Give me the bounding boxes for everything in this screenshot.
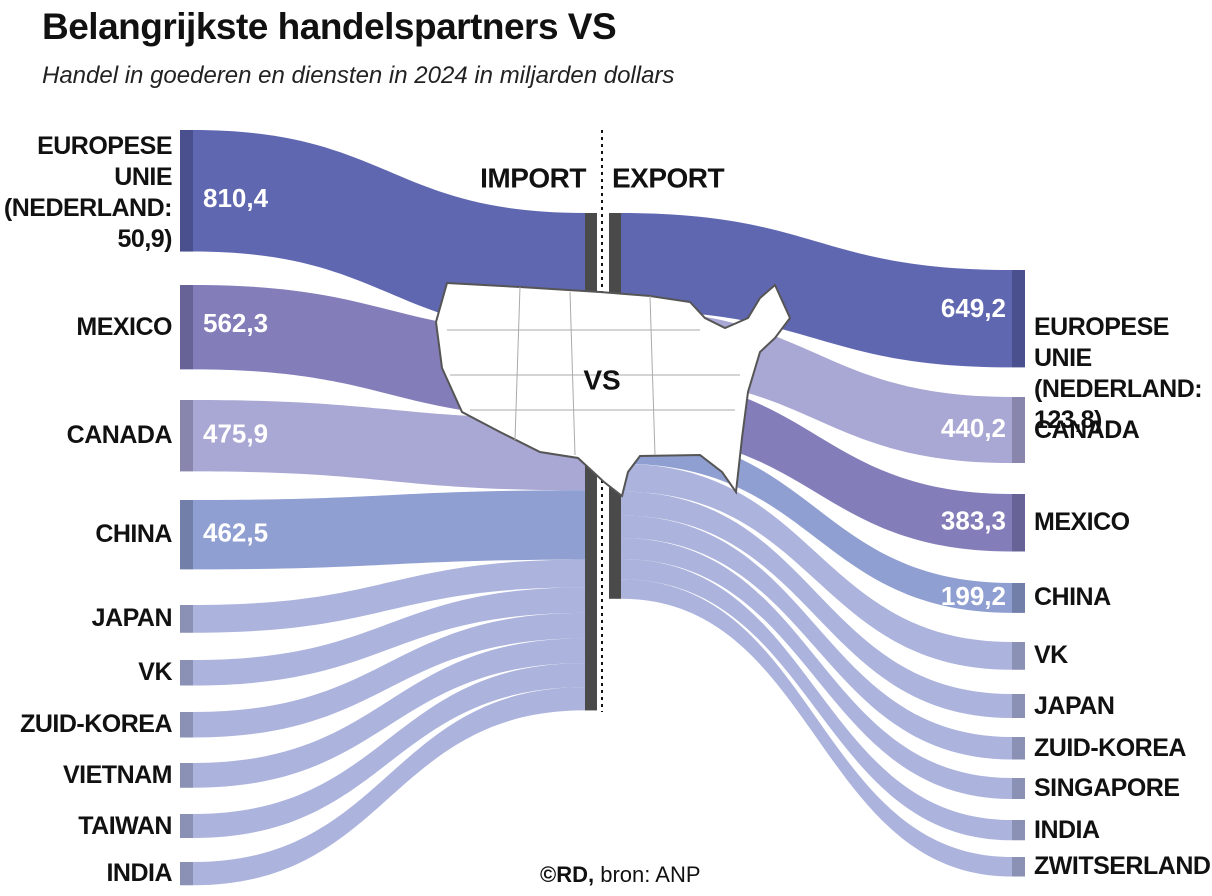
band-end — [1012, 737, 1025, 760]
category-label: SINGAPORE — [1034, 774, 1180, 802]
band-end-shade — [1012, 494, 1025, 552]
band-end-shade — [1012, 397, 1025, 464]
state-line — [649, 295, 656, 456]
state-line — [569, 291, 576, 456]
source-text: bron: ANP — [600, 862, 701, 887]
category-label: TAIWAN — [78, 811, 172, 840]
flow-band — [621, 538, 1012, 799]
flow-band — [193, 638, 585, 788]
band-end-shade — [1012, 642, 1025, 670]
category-label: MEXICO — [76, 312, 172, 341]
band-end-shade — [180, 400, 193, 472]
band-end — [180, 285, 193, 370]
us-map — [434, 281, 792, 498]
flow-band — [193, 587, 585, 686]
value-label: 383,3 — [941, 506, 1006, 536]
category-label: CHINA — [95, 520, 172, 549]
category-label: VIETNAM — [63, 760, 173, 789]
series-name: EXPORT — [612, 162, 725, 193]
value-label: 462,5 — [203, 518, 268, 548]
value-label: 810,4 — [203, 183, 269, 213]
category-label: ZUID-KOREA — [20, 710, 172, 739]
band-end-shade — [1012, 583, 1025, 613]
band-end-shade — [180, 130, 193, 252]
flow-band — [621, 579, 1012, 877]
category-label: JAPAN — [1034, 691, 1115, 720]
band-end — [1012, 583, 1025, 613]
flow-band — [621, 515, 1012, 760]
value-label: 649,2 — [941, 293, 1006, 323]
category-label: VK — [1034, 641, 1068, 670]
value-label: 475,9 — [203, 419, 268, 449]
band-end — [180, 712, 193, 738]
state-line — [514, 286, 521, 441]
category-label: MEXICO — [1034, 508, 1130, 537]
flow-band — [621, 433, 1012, 613]
category-label: EUROPESE UNIE (NEDERLAND: 123,8) — [1034, 312, 1203, 434]
band-end — [1012, 778, 1025, 799]
category-label: INDIA — [106, 859, 172, 888]
band-end-shade — [180, 712, 193, 738]
category-label: CANADA — [66, 421, 173, 450]
flow-band — [193, 559, 585, 633]
band-end — [180, 130, 193, 252]
category-label: ZUID-KOREA — [1034, 733, 1186, 762]
band-end-shade — [180, 285, 193, 370]
band-end-shade — [1012, 778, 1025, 799]
category-label: INDIA — [1034, 815, 1100, 844]
source-credit: ©RD, — [540, 862, 595, 887]
flow-band — [621, 491, 1012, 718]
flow-band — [621, 559, 1012, 841]
center-label: VS — [583, 364, 620, 395]
band-end-shade — [180, 605, 193, 633]
band-end — [180, 814, 193, 838]
flow-band — [193, 130, 585, 335]
band-end — [180, 862, 193, 886]
band-end — [1012, 494, 1025, 552]
flow-band — [193, 687, 585, 886]
value-labels: 810,4 562,3 475,9 462,5 649,2 440,2 383,3 199,2 — [203, 183, 1006, 611]
band-end-shade — [1012, 694, 1025, 718]
flow-band — [193, 663, 585, 838]
category-label: CHINA — [1034, 583, 1111, 612]
category-label: CANADA — [1034, 415, 1140, 444]
band-end-shade — [180, 500, 193, 570]
category-label: JAPAN — [91, 604, 173, 633]
value-label: 562,3 — [203, 308, 268, 338]
band-end — [180, 763, 193, 788]
band-end-shade — [180, 862, 193, 886]
series-name: IMPORT — [480, 162, 586, 193]
value-label: 440,2 — [941, 413, 1006, 443]
flow-band — [621, 213, 1012, 368]
band-end-shade — [180, 814, 193, 838]
band-end-shade — [1012, 857, 1025, 877]
flow-band — [621, 463, 1012, 670]
band-end-shade — [180, 660, 193, 686]
chart-title: Belangrijkste handelspartners VS — [42, 6, 617, 47]
source: ©RD, bron: ANP — [540, 862, 701, 888]
category-label: ZWITSERLAND — [1034, 852, 1211, 881]
band-end — [1012, 270, 1025, 368]
band-end — [180, 660, 193, 686]
band-end — [180, 400, 193, 472]
band-end — [1012, 694, 1025, 718]
band-end-shade — [1012, 820, 1025, 841]
band-end — [180, 605, 193, 633]
band-end — [1012, 820, 1025, 841]
band-end — [1012, 642, 1025, 670]
band-end-shade — [1012, 270, 1025, 368]
flow-band — [193, 490, 585, 570]
category-label: VK — [138, 658, 172, 687]
band-end — [1012, 397, 1025, 464]
category-label: EUROPESE UNIE (NEDERLAND: 50,9) — [3, 131, 173, 253]
band-end — [1012, 857, 1025, 877]
flow-band — [193, 612, 585, 738]
value-label: 199,2 — [941, 581, 1006, 611]
band-end-shade — [1012, 737, 1025, 760]
band-end — [180, 500, 193, 570]
band-end-shade — [180, 763, 193, 788]
chart-subtitle: Handel in goederen en diensten in 2024 i… — [42, 62, 675, 89]
